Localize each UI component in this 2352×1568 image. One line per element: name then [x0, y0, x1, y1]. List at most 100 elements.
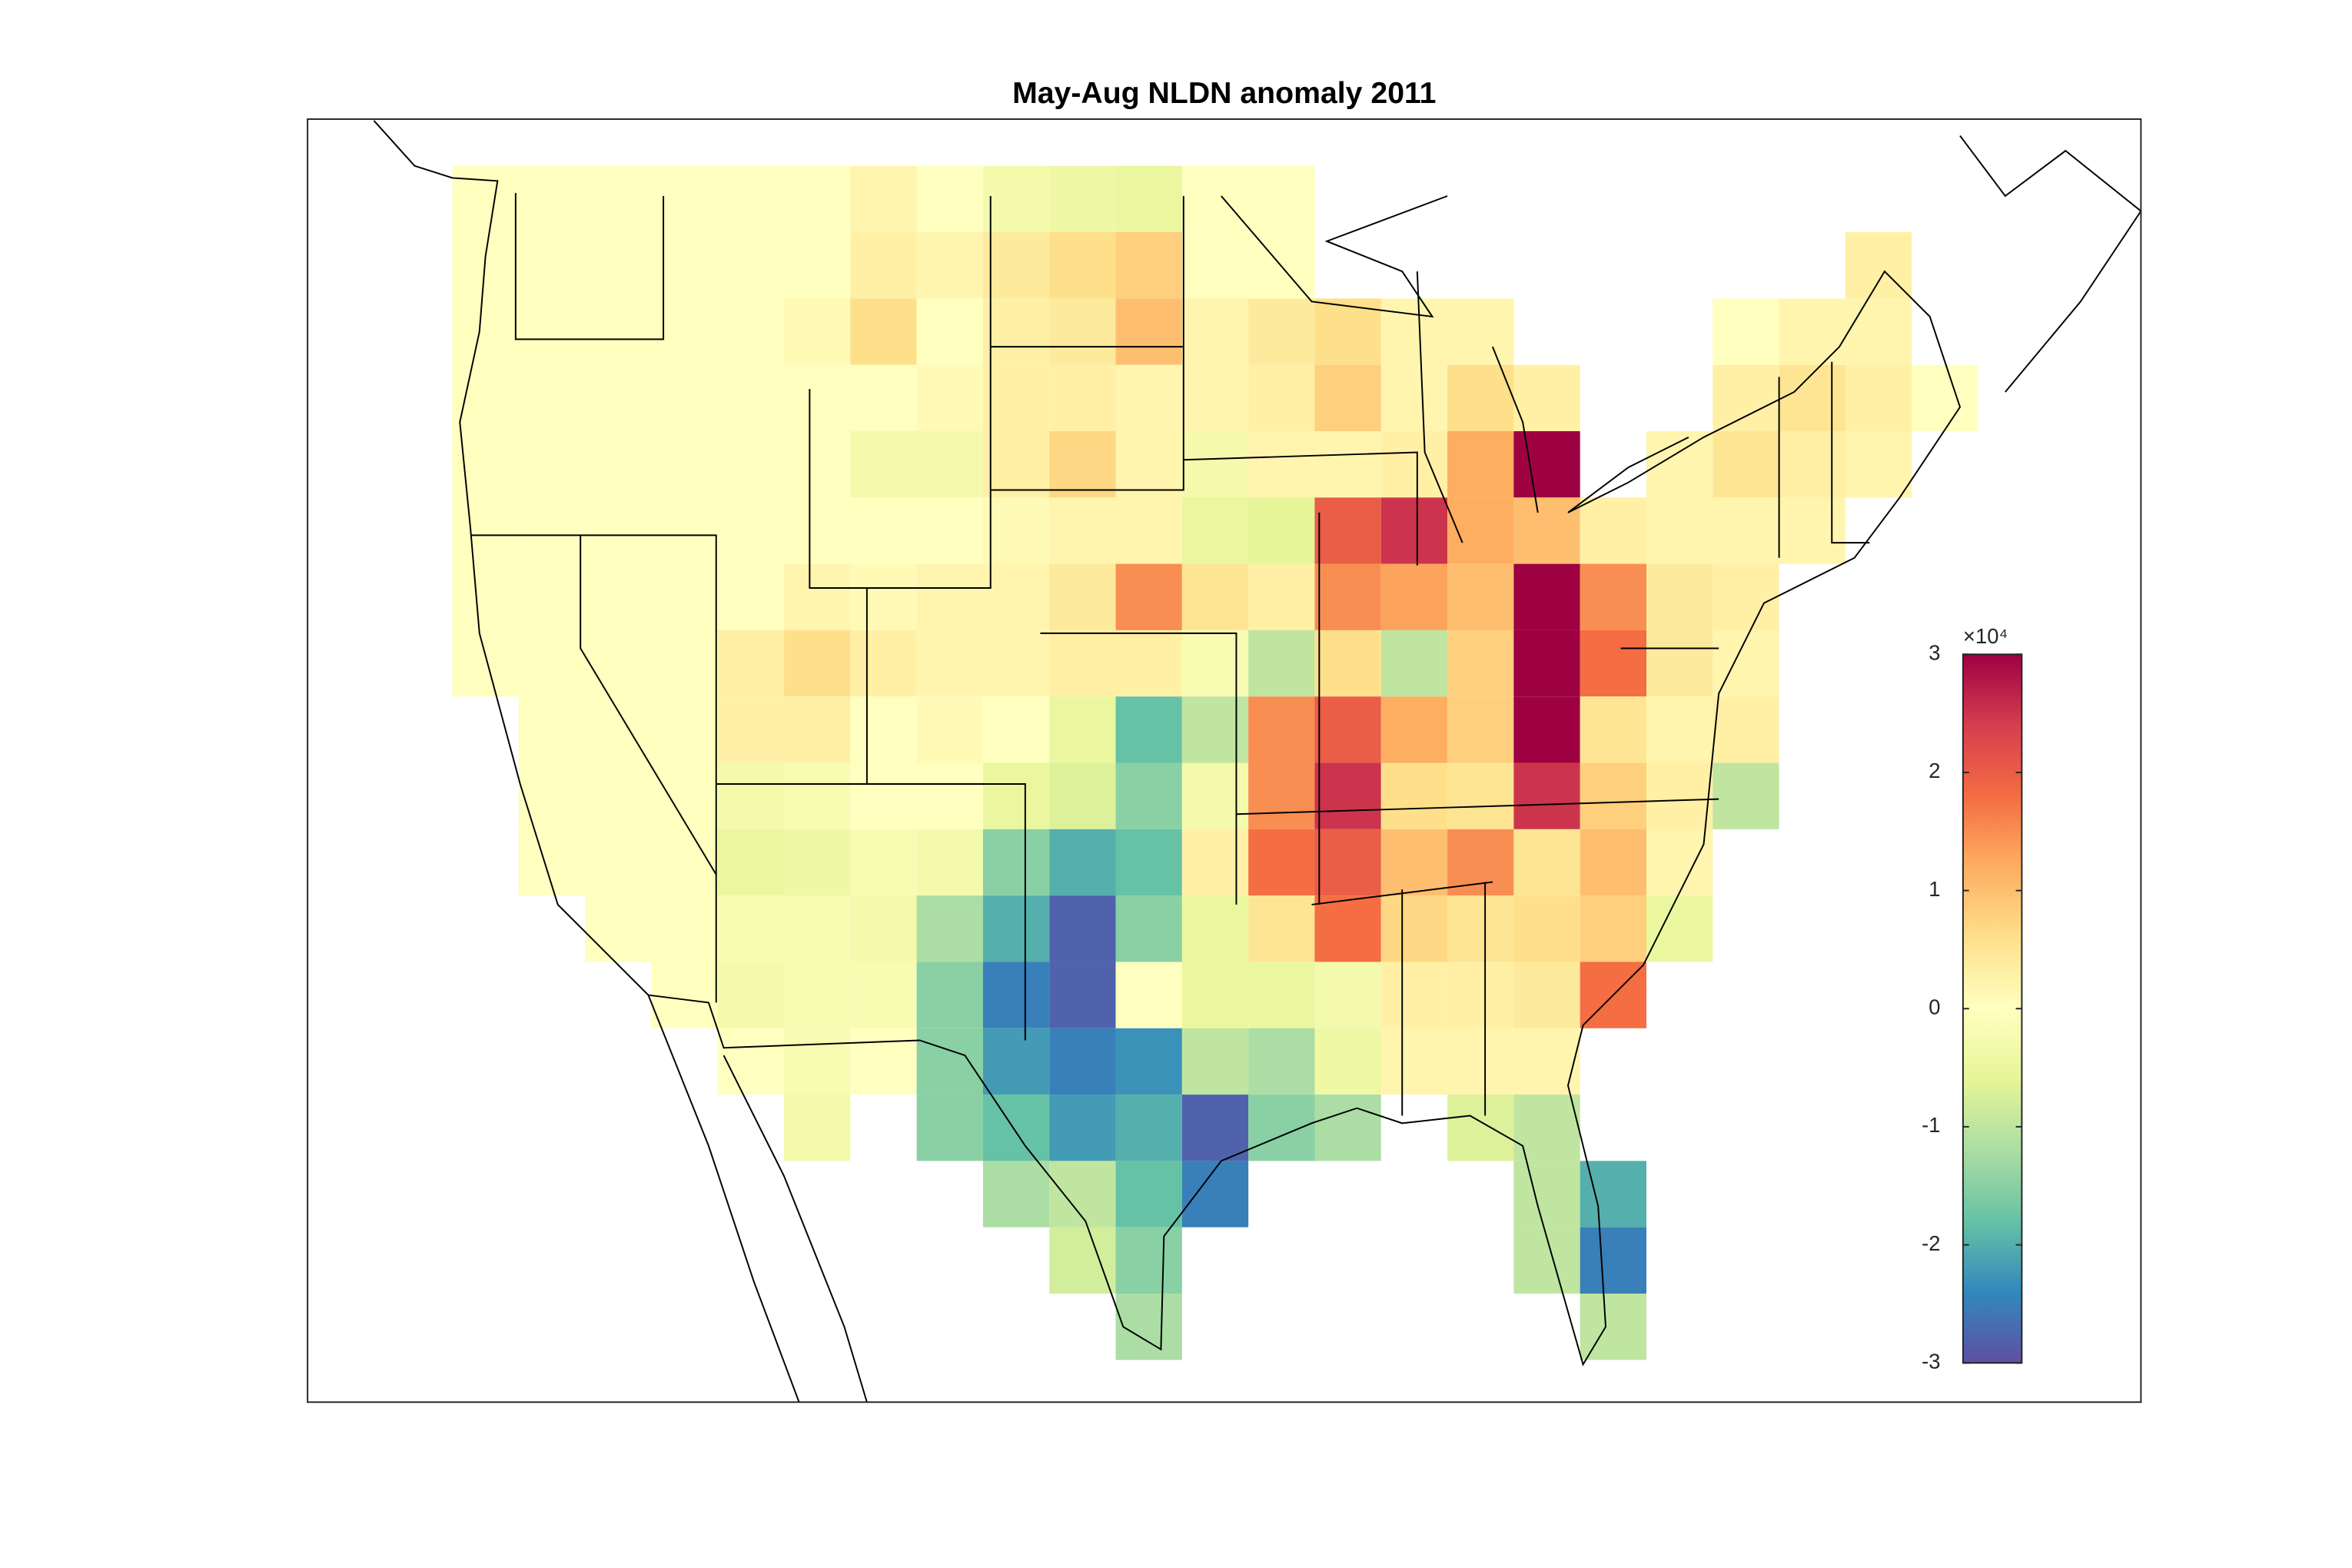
grid-cell: [518, 762, 586, 829]
grid-cell: [850, 1028, 917, 1095]
grid-cell: [916, 563, 983, 630]
grid-cell: [784, 232, 851, 299]
grid-cell: [1380, 431, 1448, 498]
grid-cell: [1049, 762, 1116, 829]
grid-cell: [1713, 364, 1779, 431]
grid-cell: [717, 431, 784, 498]
grid-cell: [784, 364, 851, 431]
colorbar: [1962, 653, 2023, 1364]
grid-cell: [916, 1095, 983, 1161]
grid-cell: [518, 497, 586, 564]
grid-cell: [1580, 1227, 1646, 1294]
grid-cell: [982, 630, 1050, 697]
grid-cell: [982, 762, 1050, 829]
grid-cell: [1779, 431, 1845, 498]
grid-cell: [850, 630, 917, 697]
grid-cell: [717, 364, 784, 431]
grid-cell: [850, 298, 917, 365]
grid-cell: [784, 895, 851, 962]
grid-cell: [651, 829, 718, 896]
grid-cell: [1447, 762, 1514, 829]
grid-cell: [717, 962, 784, 1028]
grid-cell: [585, 364, 652, 431]
grid-cell: [651, 232, 718, 299]
grid-cell: [1447, 563, 1514, 630]
grid-cell: [585, 497, 652, 564]
grid-cell: [916, 895, 983, 962]
grid-cell: [518, 431, 586, 498]
grid-cell: [518, 298, 586, 365]
grid-cell: [1314, 1095, 1381, 1161]
grid-cell: [1380, 762, 1448, 829]
grid-cell: [518, 232, 586, 299]
chart-title: May-Aug NLDN anomaly 2011: [1012, 76, 1436, 110]
grid-cell: [717, 762, 784, 829]
grid-cell: [1380, 696, 1448, 763]
grid-cell: [1049, 895, 1116, 962]
grid-cell: [518, 630, 586, 697]
colorbar-tick-label: -1: [1922, 1113, 1940, 1137]
grid-cell: [518, 165, 586, 233]
grid-cell: [1713, 762, 1779, 829]
grid-cell: [850, 431, 917, 498]
grid-cell: [1513, 497, 1580, 564]
grid-cell: [1115, 1095, 1182, 1161]
grid-cell: [1447, 829, 1514, 896]
grid-cell: [452, 497, 519, 564]
grid-cell: [585, 696, 652, 763]
grid-cell: [1314, 630, 1381, 697]
axes-box: [307, 118, 2142, 1404]
grid-cell: [452, 563, 519, 630]
grid-cell: [717, 497, 784, 564]
grid-cell: [651, 298, 718, 365]
grid-cell: [1181, 895, 1249, 962]
grid-cell: [850, 895, 917, 962]
grid-cell: [1380, 497, 1448, 564]
colorbar-tick-label: 3: [1928, 641, 1940, 665]
grid-cell: [1181, 1095, 1249, 1161]
grid-cell: [1646, 696, 1713, 763]
grid-cell: [916, 165, 983, 233]
grid-cell: [1181, 497, 1249, 564]
grid-cell: [1049, 563, 1116, 630]
grid-cell: [1845, 364, 1912, 431]
grid-cell: [1248, 165, 1315, 233]
grid-cell: [1181, 696, 1249, 763]
grid-cell: [1181, 1161, 1249, 1227]
grid-cell: [1580, 497, 1646, 564]
grid-cell: [1314, 829, 1381, 896]
grid-cell: [651, 962, 718, 1028]
grid-cell: [784, 1028, 851, 1095]
grid-cell: [1181, 563, 1249, 630]
grid-cell: [717, 829, 784, 896]
great-lakes: [1221, 135, 2142, 543]
grid-cell: [1181, 762, 1249, 829]
grid-cell: [1248, 431, 1315, 498]
colorbar-tick-label: -2: [1922, 1231, 1940, 1255]
grid-cell: [1380, 1028, 1448, 1095]
baja-coast: [647, 995, 868, 1403]
grid-cell: [1580, 762, 1646, 829]
grid-cell: [916, 232, 983, 299]
grid-cell: [1380, 895, 1448, 962]
grid-cell: [1049, 1028, 1116, 1095]
grid-cell: [982, 497, 1050, 564]
grid-cell: [651, 431, 718, 498]
grid-cell: [1447, 1028, 1514, 1095]
grid-cell: [1181, 165, 1249, 233]
grid-cell: [1513, 962, 1580, 1028]
grid-cell: [1447, 364, 1514, 431]
grid-cell: [850, 364, 917, 431]
grid-cell: [1115, 298, 1182, 365]
grid-cell: [1115, 1028, 1182, 1095]
grid-cell: [1115, 364, 1182, 431]
grid-cell: [982, 1095, 1050, 1161]
grid-cell: [1580, 829, 1646, 896]
grid-cell: [585, 165, 652, 233]
grid-cell: [916, 298, 983, 365]
grid-cell: [1912, 364, 1978, 431]
grid-cell: [651, 165, 718, 233]
heatmap: [452, 165, 1978, 1360]
grid-cell: [1314, 696, 1381, 763]
grid-cell: [784, 1095, 851, 1161]
